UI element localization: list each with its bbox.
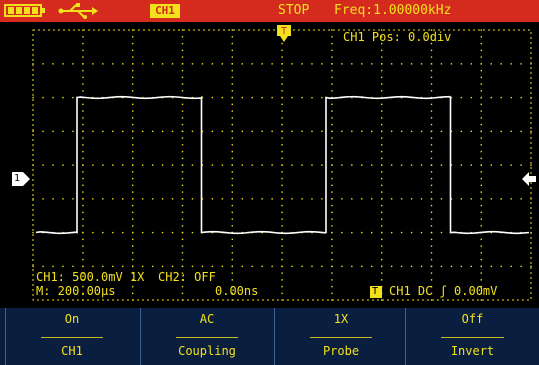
trigger-position-marker — [277, 25, 291, 42]
channel-badge: CH1 — [150, 4, 180, 18]
ground-marker — [12, 172, 30, 186]
softkey-value: On — [64, 312, 80, 326]
ch1-info: CH1: 500.0mV 1X — [36, 270, 145, 284]
softkey-value: AC — [199, 312, 215, 326]
ground-marker-label: 1 — [14, 173, 21, 184]
waveform-trace — [35, 95, 530, 235]
softkey-value: 1X — [333, 312, 349, 326]
horizontal-position: 0.00ns — [215, 284, 259, 298]
usb-icon — [58, 3, 98, 19]
softkey-coupling[interactable]: AC Coupling — [140, 308, 273, 365]
trigger-icon — [370, 286, 382, 298]
trigger-info: CH1 DC ʃ 0.00mV — [389, 284, 498, 298]
timebase: M: 200.00µs — [36, 284, 116, 298]
status-bar: CH1 STOP Freq:1.00000kHz — [0, 0, 539, 22]
trigger-icon-label: T — [372, 286, 379, 297]
softkey-label: Invert — [450, 344, 495, 358]
frequency-readout: Freq:1.00000kHz — [334, 3, 452, 18]
trigger-level-marker — [522, 172, 536, 186]
ch2-info: CH2: OFF — [158, 270, 216, 284]
scope-display: T 1 CH1 Pos: 0.0div CH1: 500.0mV 1X CH2:… — [0, 22, 539, 308]
softkey-label: Coupling — [178, 344, 236, 358]
trigger-marker-label: T — [281, 26, 288, 37]
ch1-position: CH1 Pos: 0.0div — [343, 30, 452, 44]
softkey-ch1[interactable]: On CH1 — [5, 308, 138, 365]
softkey-menu: On CH1 AC Coupling 1X Probe Off Invert — [0, 308, 539, 365]
run-state: STOP — [278, 3, 310, 18]
graticule — [32, 29, 532, 301]
softkey-value: Off — [461, 312, 484, 326]
softkey-label: CH1 — [61, 344, 83, 358]
softkey-probe[interactable]: 1X Probe — [274, 308, 407, 365]
softkey-invert[interactable]: Off Invert — [405, 308, 539, 365]
softkey-label: Probe — [322, 344, 360, 358]
battery-icon — [4, 4, 45, 17]
